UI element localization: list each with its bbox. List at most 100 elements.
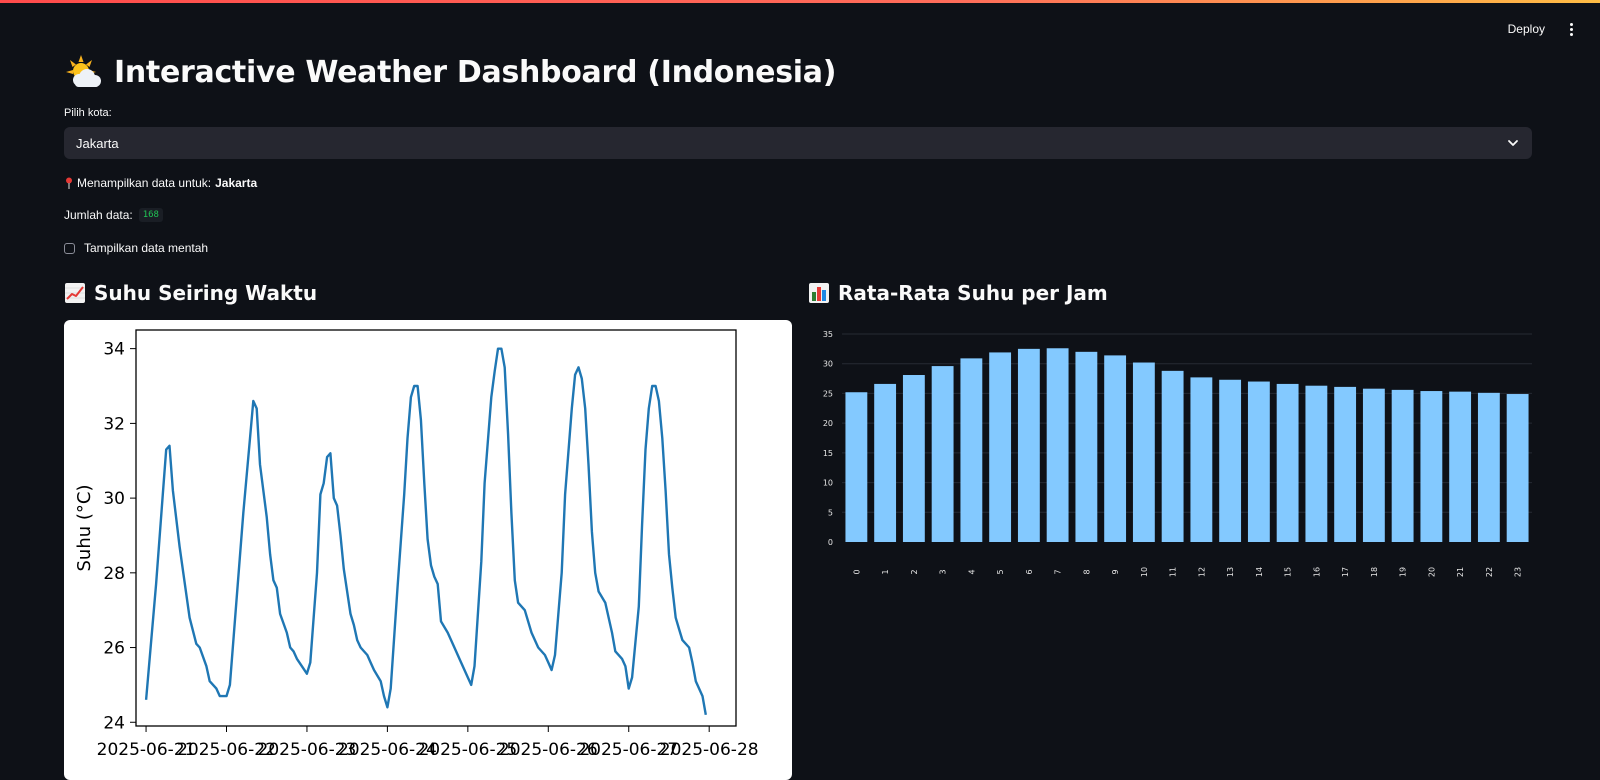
data-count-label: Jumlah data: <box>64 208 133 222</box>
y-tick-label: 15 <box>823 449 833 458</box>
x-tick-label: 16 <box>1312 567 1321 577</box>
line-section-heading: Suhu Seiring Waktu <box>94 281 318 305</box>
x-tick-label: 11 <box>1169 567 1178 577</box>
x-tick-label: 2025-06-22 <box>177 740 276 760</box>
sun-behind-cloud-icon <box>66 55 101 87</box>
bar-hour-23 <box>1506 394 1529 542</box>
x-tick-label: 1 <box>881 569 890 574</box>
y-axis-label: Suhu (°C) <box>74 485 95 572</box>
x-tick-label: 22 <box>1485 567 1494 577</box>
y-tick-label: 5 <box>828 508 833 517</box>
line-chart: 2426283032342025-06-212025-06-222025-06-… <box>74 329 759 760</box>
x-tick-label: 23 <box>1514 567 1523 577</box>
y-tick-label: 32 <box>103 414 125 434</box>
x-tick-label: 2 <box>910 569 919 574</box>
y-tick-label: 28 <box>103 564 125 584</box>
pin-icon <box>66 177 72 189</box>
bar-section-header: Rata-Rata Suhu per Jam <box>808 279 1108 307</box>
chevron-down-icon <box>1508 140 1518 146</box>
bar-hour-20 <box>1420 391 1443 542</box>
page-title: Interactive Weather Dashboard (Indonesia… <box>114 54 837 90</box>
y-tick-label: 25 <box>823 389 833 398</box>
x-tick-label: 2025-06-21 <box>97 740 196 760</box>
bar-hour-6 <box>1017 348 1040 542</box>
x-tick-label: 13 <box>1226 567 1235 577</box>
bar-hour-18 <box>1362 388 1385 542</box>
bar-hour-0 <box>845 392 868 542</box>
raw-data-checkbox[interactable] <box>64 242 75 254</box>
city-info: Menampilkan data untuk: Jakarta <box>64 176 257 190</box>
bar-section-heading: Rata-Rata Suhu per Jam <box>838 281 1108 305</box>
x-tick-label: 2025-06-26 <box>499 740 598 760</box>
bar-chart-container: 0 5 10 15 20 25 30 35 0 1 2 3 4 5 6 7 8 9 10 11 12 13 14 15 16 17… <box>802 320 1532 600</box>
x-tick-label: 14 <box>1255 567 1264 577</box>
x-tick-label: 10 <box>1140 567 1149 577</box>
bar-hour-11 <box>1161 370 1184 542</box>
bar-hour-12 <box>1190 377 1213 542</box>
x-tick-label: 20 <box>1427 567 1436 577</box>
chart-increasing-icon <box>65 283 85 303</box>
bar-hour-22 <box>1477 392 1500 542</box>
x-tick-label: 4 <box>967 569 976 574</box>
y-tick-label: 26 <box>103 639 125 659</box>
y-tick-label: 34 <box>103 340 125 360</box>
city-select-value: Jakarta <box>76 135 119 151</box>
x-tick-label: 0 <box>852 569 861 574</box>
x-tick-label: 2025-06-24 <box>338 740 437 760</box>
bar-hour-16 <box>1305 385 1328 542</box>
x-tick-label: 2025-06-28 <box>660 740 759 760</box>
x-tick-label: 19 <box>1399 567 1408 577</box>
city-info-city: Jakarta <box>215 176 258 190</box>
data-count-badge: 168 <box>138 208 163 222</box>
x-tick-label: 18 <box>1370 567 1379 577</box>
x-tick-label: 21 <box>1456 567 1465 577</box>
bar-hour-1 <box>874 383 897 542</box>
data-count: Jumlah data: 168 <box>64 208 163 222</box>
page-header: Interactive Weather Dashboard (Indonesia… <box>64 50 836 94</box>
top-accent-bar <box>0 0 1600 3</box>
y-tick-label: 20 <box>823 419 833 428</box>
bar-hour-8 <box>1075 351 1098 542</box>
x-tick-label: 17 <box>1341 567 1350 577</box>
city-select-label: Pilih kota: <box>64 107 112 119</box>
x-tick-label: 8 <box>1082 569 1091 574</box>
x-tick-label: 2025-06-27 <box>579 740 678 760</box>
raw-data-label: Tampilkan data mentah <box>84 241 209 255</box>
bar-hour-4 <box>960 358 983 542</box>
bar-hour-3 <box>931 366 954 542</box>
y-tick-label: 0 <box>828 538 833 547</box>
y-tick-label: 30 <box>103 489 125 509</box>
bar-hour-19 <box>1391 389 1414 542</box>
x-tick-label: 9 <box>1111 569 1120 574</box>
x-tick-label: 2025-06-25 <box>418 740 517 760</box>
city-select[interactable]: Jakarta <box>64 127 1532 159</box>
x-tick-label: 12 <box>1197 567 1206 577</box>
bar-hour-7 <box>1046 348 1069 542</box>
y-tick-label: 35 <box>823 330 833 339</box>
bar-hour-21 <box>1449 391 1472 542</box>
x-tick-label: 7 <box>1054 569 1063 574</box>
y-tick-label: 24 <box>103 713 125 733</box>
bar-hour-13 <box>1219 379 1242 542</box>
x-tick-label: 15 <box>1284 567 1293 577</box>
city-info-prefix: Menampilkan data untuk: <box>77 176 212 190</box>
temperature-line <box>144 347 707 716</box>
bar-hour-9 <box>1104 355 1127 542</box>
deploy-button[interactable]: Deploy <box>1504 19 1549 39</box>
bar-hour-2 <box>902 375 925 542</box>
y-tick-label: 10 <box>823 479 833 488</box>
line-section-header: Suhu Seiring Waktu <box>64 279 317 307</box>
bar-chart-icon <box>809 283 829 303</box>
raw-data-toggle[interactable]: Tampilkan data mentah <box>64 241 208 255</box>
plot-frame <box>135 329 737 727</box>
bar-hour-17 <box>1334 386 1357 542</box>
bar-hour-5 <box>989 352 1012 542</box>
kebab-menu-icon[interactable] <box>1564 19 1578 39</box>
x-tick-label: 6 <box>1025 569 1034 574</box>
x-tick-label: 3 <box>939 569 948 574</box>
line-chart-card: 24 26 28 30 32 34 2025-06-21 2025-06-22 2025-06-… <box>64 320 792 780</box>
x-tick-label: 5 <box>996 569 1005 574</box>
bar-hour-15 <box>1276 383 1299 542</box>
x-tick-label: 2025-06-23 <box>258 740 357 760</box>
